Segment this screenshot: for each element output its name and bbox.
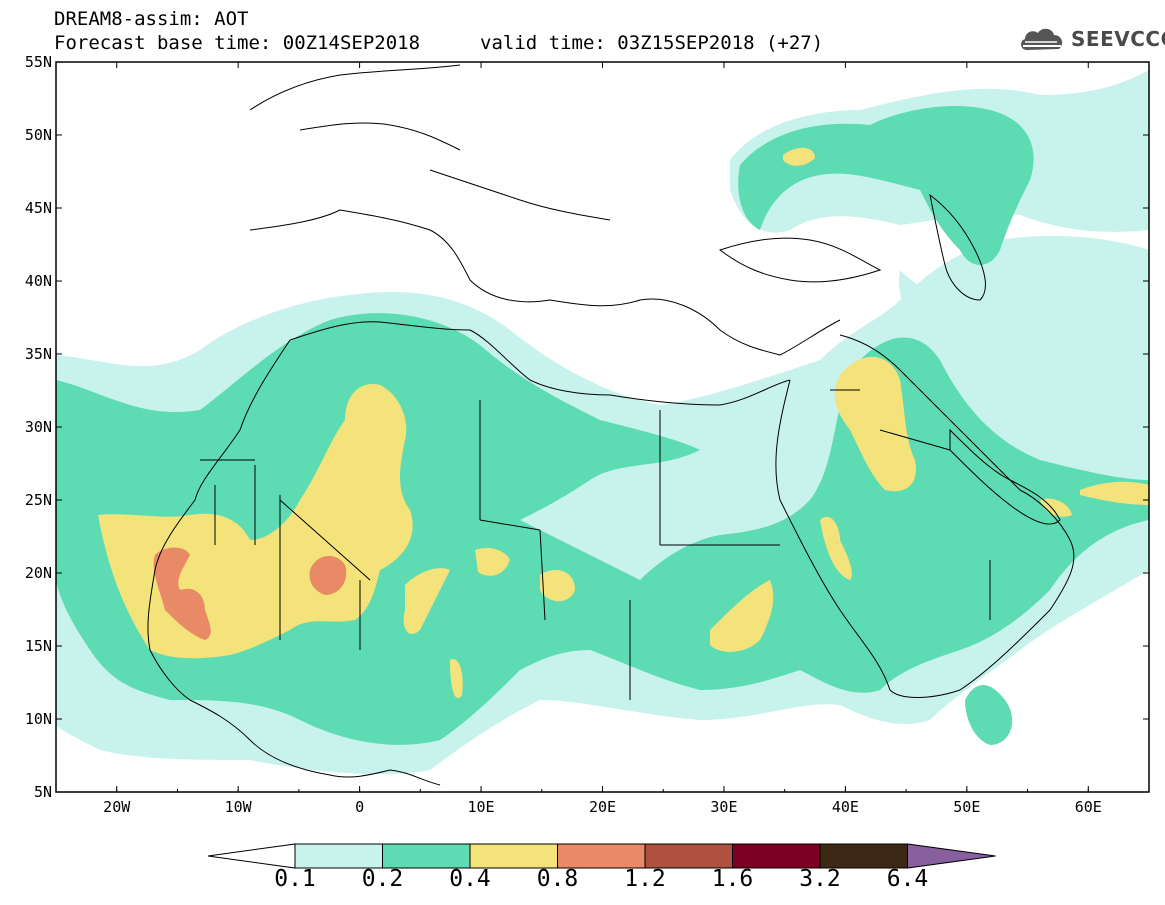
lat-label: 55N: [25, 53, 52, 71]
coast-caspian: [929, 193, 986, 301]
lon-label: 30E: [710, 798, 737, 816]
aot-field: [56, 70, 1149, 775]
lon-label: 10W: [225, 798, 253, 816]
aot-band-0.4-i: [1080, 481, 1149, 505]
aot-band-0.4-g: [820, 516, 852, 580]
coast-persian-gulf: [949, 428, 1061, 525]
border-lines: [200, 389, 991, 700]
colorbar: [207, 843, 996, 869]
latitude-axis: 55N 50N 45N 40N 35N 30N 25N 20N 15N 10N 5N: [25, 53, 1149, 801]
aot-band-0.4-e: [710, 580, 774, 652]
coast-west-africa: [147, 339, 441, 786]
colorbar-label: 1.6: [711, 866, 754, 892]
lon-label: 60E: [1075, 798, 1102, 816]
colorbar-label: 0.4: [449, 866, 491, 892]
lat-label: 20N: [25, 564, 52, 582]
aot-band-0.4-j: [450, 659, 463, 699]
colorbar-segment: [294, 843, 383, 869]
lat-label: 25N: [25, 491, 52, 509]
colorbar-segment: [469, 843, 558, 869]
aot-band-0.1-iran: [899, 270, 1149, 450]
aot-band-0.4-c: [475, 548, 510, 576]
lon-label: 0: [355, 798, 364, 816]
map-title: DREAM8-assim: AOT: [54, 8, 249, 30]
colorbar-label: 0.2: [361, 866, 404, 892]
lon-label: 10E: [468, 798, 495, 816]
forecast-base-time: Forecast base time: 00Z14SEP2018: [54, 32, 421, 54]
lon-label: 20E: [589, 798, 616, 816]
aot-band-0.2-arabia-sea: [965, 685, 1013, 745]
lat-label: 45N: [25, 199, 52, 217]
seevccc-logo: SEEVCCC: [1017, 24, 1165, 54]
colorbar-under-arrow: [207, 843, 296, 869]
cloud-icon: [1021, 28, 1063, 50]
colorbar-label: 3.2: [799, 866, 841, 892]
lat-label: 50N: [25, 126, 52, 144]
coastlines: [147, 64, 1075, 786]
colorbar-over-arrow: [907, 843, 996, 869]
lon-label: 40E: [832, 798, 859, 816]
aot-band-0.4-d: [540, 570, 575, 602]
coast-north-africa: [289, 321, 791, 406]
coast-europe: [249, 64, 611, 221]
lon-label: 50E: [953, 798, 980, 816]
lat-label: 5N: [34, 783, 52, 801]
colorbar-segment: [382, 843, 471, 869]
colorbar-label: 0.1: [274, 866, 316, 892]
colorbar-label: 0.8: [536, 866, 579, 892]
colorbar-label: 1.2: [624, 866, 666, 892]
colorbar-segment: [732, 843, 821, 869]
longitude-axis: 20W 10W 0 10E 20E 30E 40E 50E 60E: [55, 62, 1150, 816]
lat-label: 40N: [25, 272, 52, 290]
aot-band-0.8: [153, 547, 211, 640]
lat-label: 15N: [25, 637, 52, 655]
logo-text: SEEVCCC: [1071, 27, 1165, 51]
coast-black-sea: [718, 237, 882, 283]
lat-label: 30N: [25, 418, 52, 436]
lat-label: 10N: [25, 710, 52, 728]
lat-label: 35N: [25, 345, 52, 363]
colorbar-label: 6.4: [886, 866, 929, 892]
coast-red-sea: [775, 334, 1075, 698]
colorbar-segment: [557, 843, 646, 869]
coast-mediterranean-north: [249, 209, 841, 356]
aot-band-0.8-b: [309, 555, 347, 595]
lon-label: 20W: [103, 798, 131, 816]
colorbar-segment: [644, 843, 733, 869]
aot-band-0.4-b: [403, 568, 450, 634]
aot-band-0.4-h: [783, 147, 815, 166]
valid-time: valid time: 03Z15SEP2018 (+27): [480, 32, 824, 54]
colorbar-segment: [819, 843, 908, 869]
